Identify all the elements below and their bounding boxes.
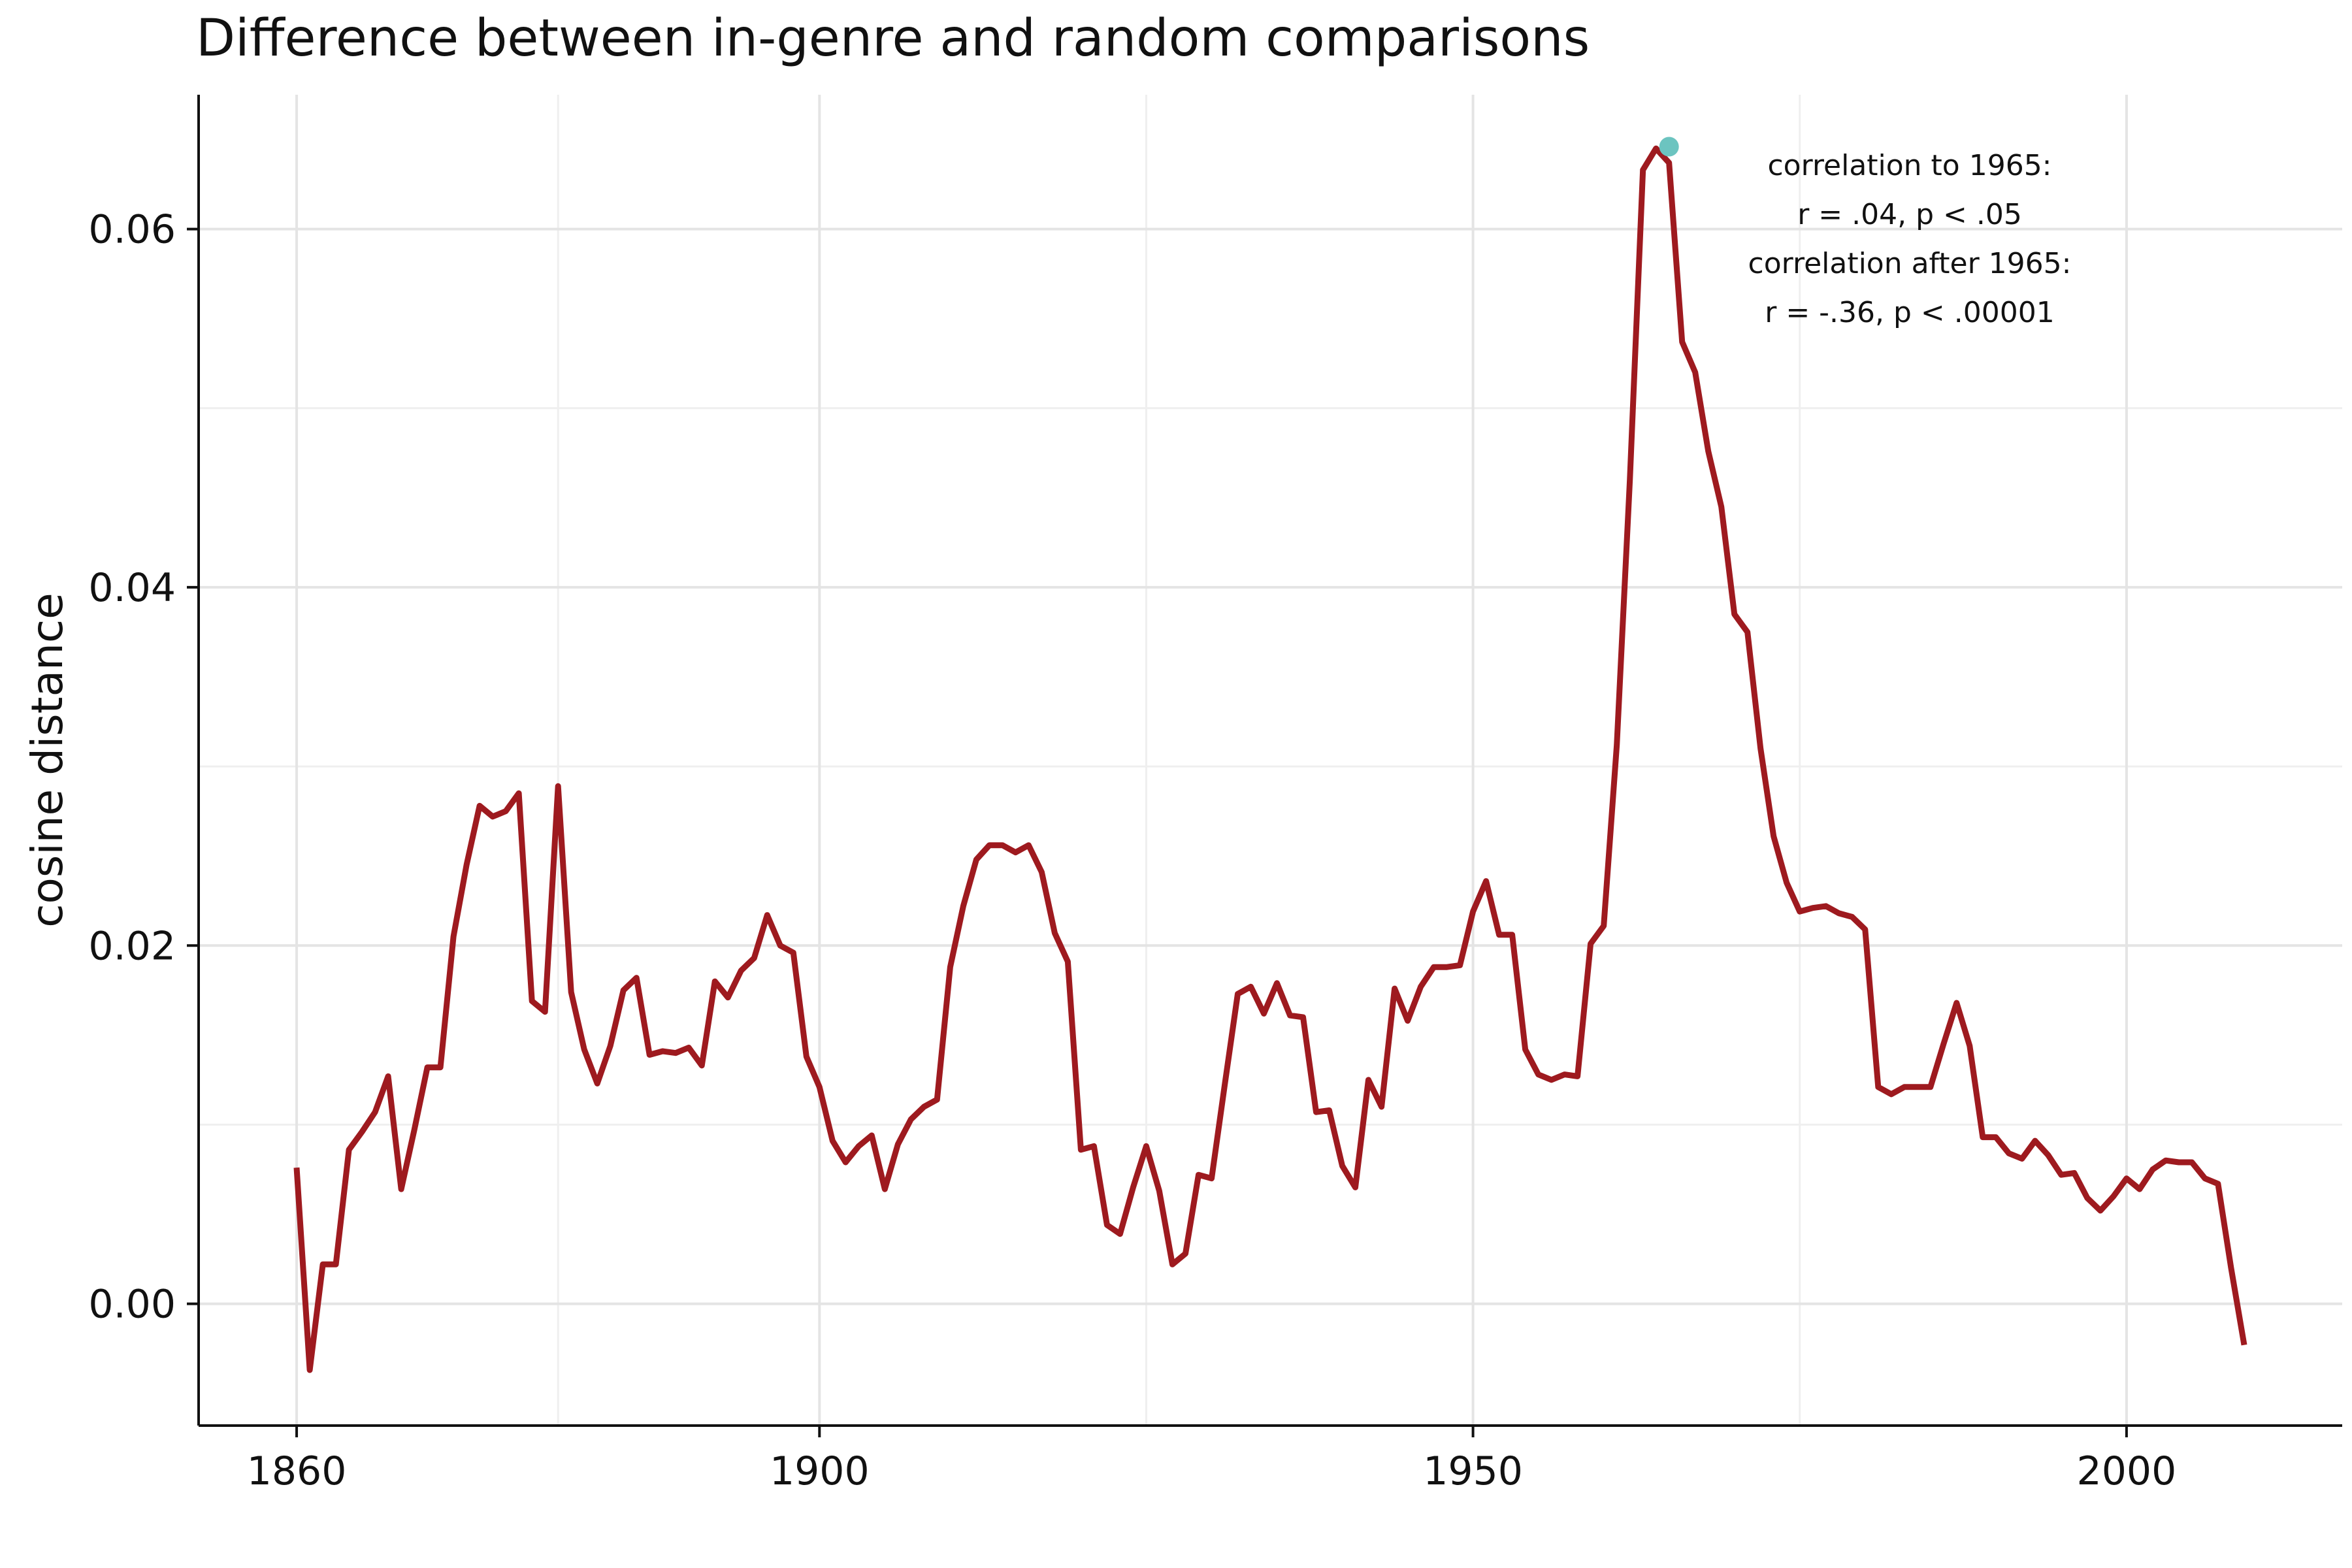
highlight-point-1965 [1659, 137, 1679, 157]
x-tick-label: 1900 [770, 1448, 870, 1494]
x-tick-label: 1950 [1423, 1448, 1523, 1494]
annotation-line: r = -.36, p < .00001 [1765, 296, 2054, 329]
annotation-line: correlation to 1965: [1767, 149, 2051, 182]
annotation-layer: correlation to 1965: r = .04, p < .05 corr… [1748, 149, 2072, 329]
series-line [293, 145, 2247, 1373]
annotation-line: correlation after 1965: [1748, 247, 2072, 280]
x-tick-label: 1860 [247, 1448, 347, 1494]
annotation-line: r = .04, p < .05 [1797, 198, 2022, 231]
grid-layer [199, 95, 2342, 1426]
y-tick-label: 0.06 [88, 207, 176, 253]
y-tick-label: 0.00 [88, 1282, 176, 1328]
chart-title: Difference between in-genre and random c… [196, 9, 1590, 68]
label-layer: 1860 1900 1950 2000 0.00 0.02 0.04 0.06 cosine d… [22, 207, 2176, 1494]
axis-layer [187, 95, 2342, 1437]
y-tick-label: 0.02 [88, 923, 176, 969]
y-axis-label: cosine distance [22, 593, 73, 927]
x-tick-label: 2000 [2077, 1448, 2177, 1494]
series-layer [293, 137, 2247, 1373]
y-tick-label: 0.04 [88, 565, 176, 611]
